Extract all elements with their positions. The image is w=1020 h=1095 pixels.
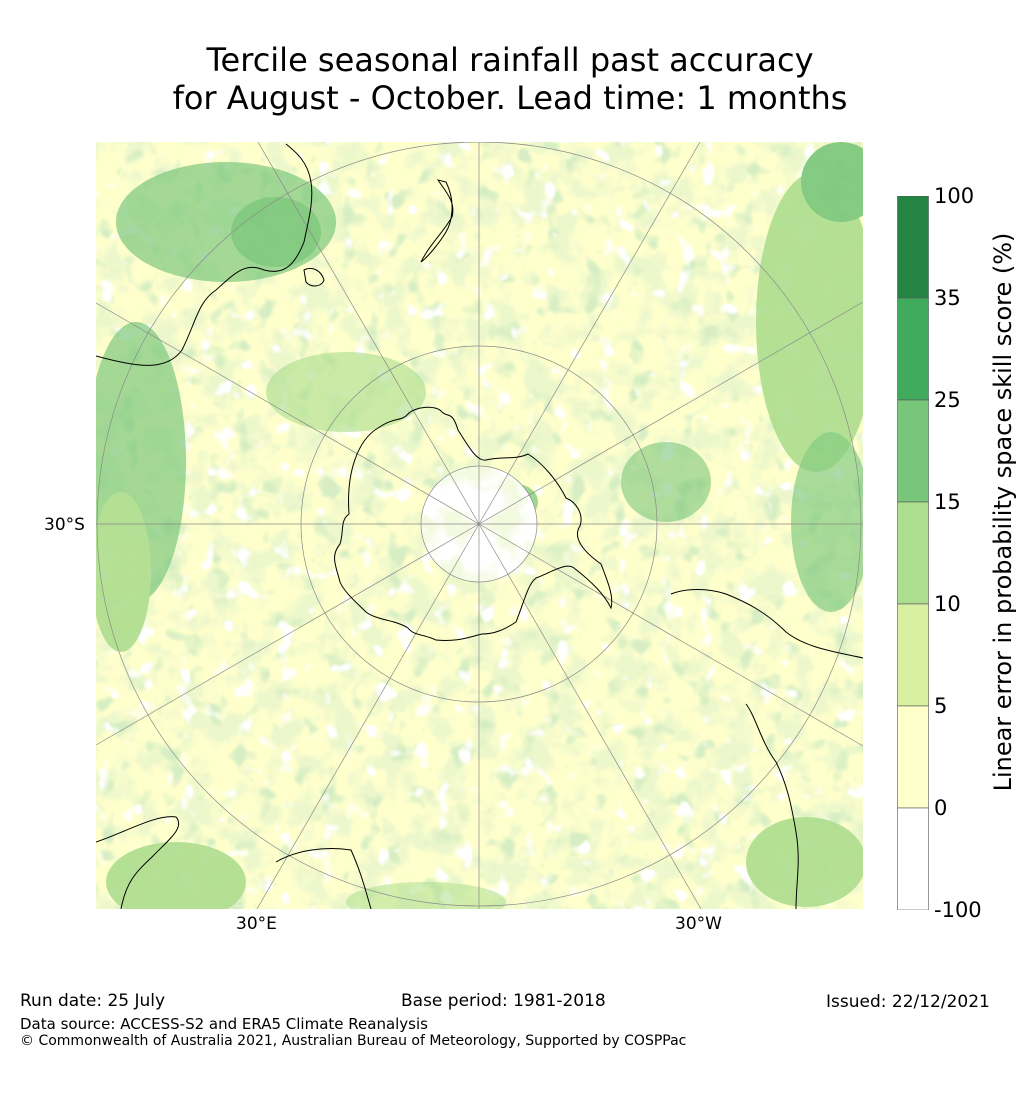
- colorbar-tick-label: 35: [934, 286, 961, 310]
- antarctica-coast: [334, 406, 613, 641]
- colorbar-bin: [897, 196, 929, 299]
- base-period: Base period: 1981-2018: [401, 991, 606, 1011]
- colorbar-tick-label: 100: [934, 184, 975, 208]
- lat-label-30s: 30°S: [44, 515, 85, 535]
- skill-map: [96, 142, 863, 909]
- tasmania-coast: [303, 267, 325, 287]
- colorbar-bin: [897, 705, 929, 809]
- lon-label-30e: 30°E: [236, 914, 277, 934]
- south-america-coast: [670, 589, 863, 659]
- colorbar-tick-label: 5: [934, 694, 948, 718]
- colorbar-tick-label: 10: [934, 592, 961, 616]
- graticule: [96, 142, 863, 909]
- map-title-line-2: for August - October. Lead time: 1 month…: [172, 79, 848, 117]
- africa-coast-2: [275, 848, 372, 909]
- map-title-line-1: Tercile seasonal rainfall past accuracy: [206, 41, 814, 79]
- colorbar-label: Linear error in probability space skill …: [989, 232, 1017, 792]
- colorbar-tick-label: 15: [934, 490, 961, 514]
- colorbar-tick-label: -100: [934, 898, 982, 922]
- colorbar-bin: [897, 807, 929, 910]
- copyright: © Commonwealth of Australia 2021, Austra…: [20, 1033, 687, 1049]
- issued-date: Issued: 22/12/2021: [826, 992, 990, 1012]
- africa-coast: [96, 816, 179, 909]
- run-date: Run date: 25 July: [20, 991, 166, 1011]
- colorbar-bin: [897, 399, 929, 503]
- south-america-coast-2: [745, 703, 799, 909]
- colorbar-bin: [897, 603, 929, 707]
- coastlines: [96, 143, 863, 909]
- lon-label-30w: 30°W: [675, 914, 722, 934]
- australia-coast: [96, 143, 313, 366]
- colorbar: [897, 196, 929, 910]
- colorbar-bin: [897, 501, 929, 605]
- colorbar-tick-label: 25: [934, 388, 961, 412]
- new-zealand-coast: [420, 179, 454, 263]
- colorbar-tick-label: 0: [934, 796, 948, 820]
- colorbar-bin: [897, 297, 929, 401]
- data-source: Data source: ACCESS-S2 and ERA5 Climate …: [20, 1015, 428, 1033]
- higher-skill-regions: [96, 142, 863, 909]
